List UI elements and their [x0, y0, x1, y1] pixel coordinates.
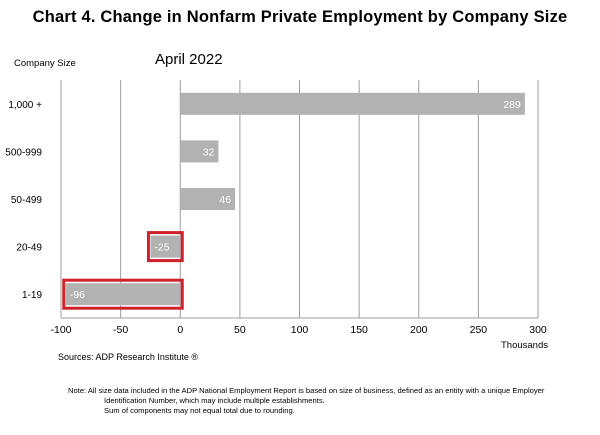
- data-label: -96: [70, 289, 85, 301]
- x-tick-label: -100: [50, 324, 71, 336]
- bar: [65, 283, 181, 306]
- x-tick-label: 100: [291, 324, 309, 336]
- x-tick-label: 300: [529, 324, 547, 336]
- chart-title: Chart 4. Change in Nonfarm Private Emplo…: [32, 8, 568, 26]
- x-tick-label: 0: [177, 324, 183, 336]
- x-tick-label: 200: [410, 324, 428, 336]
- data-label: -25: [154, 242, 169, 254]
- bar: [180, 92, 525, 115]
- footnote-line-3: Sum of components may not equal total du…: [104, 406, 295, 415]
- x-tick-label: -50: [113, 324, 128, 336]
- bar: [180, 140, 219, 163]
- footnote-line-2: Identification Number, which may include…: [104, 396, 325, 405]
- y-tick-label: 500-999: [5, 147, 42, 158]
- highlight-box: [146, 231, 184, 263]
- footnote: Note: All size data included in the ADP …: [68, 386, 588, 416]
- source-note: Sources: ADP Research Institute ®: [58, 352, 199, 362]
- x-tick-label: 50: [234, 324, 246, 336]
- chart-subtitle: April 2022: [155, 51, 223, 68]
- x-tick-label: 250: [470, 324, 488, 336]
- highlight-box: [62, 278, 184, 310]
- bar: [180, 188, 236, 210]
- data-label: 46: [219, 194, 231, 206]
- y-tick-label: 20-49: [16, 243, 42, 254]
- bar: [150, 235, 181, 258]
- y-tick-label: 1-19: [22, 290, 42, 301]
- y-axis-label: Company Size: [14, 58, 76, 69]
- x-axis-title: Thousands: [501, 340, 548, 351]
- footnote-line-1: Note: All size data included in the ADP …: [68, 386, 545, 395]
- y-tick-label: 50-499: [11, 195, 43, 206]
- data-label: 289: [503, 99, 521, 111]
- y-tick-label: 1,000 +: [8, 100, 42, 111]
- x-tick-label: 150: [350, 324, 368, 336]
- data-label: 32: [203, 146, 215, 158]
